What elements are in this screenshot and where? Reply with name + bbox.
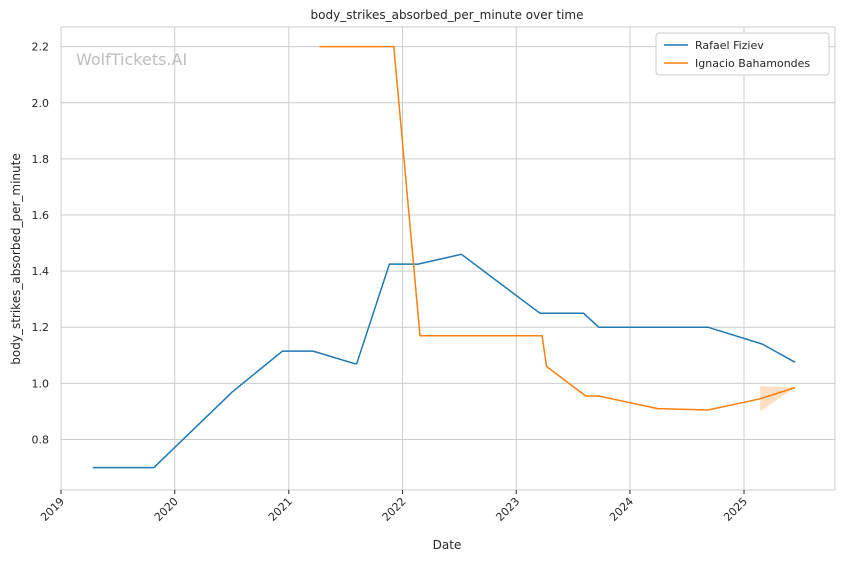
y-tick-label-1.8: 1.8 bbox=[32, 153, 50, 166]
plot-frame bbox=[60, 26, 836, 491]
watermark: WolfTickets.AI bbox=[76, 50, 187, 69]
x-axis-label: Date bbox=[433, 538, 462, 552]
legend-label-rafael-fiziev: Rafael Fiziev bbox=[695, 39, 764, 52]
y-tick-label-1.2: 1.2 bbox=[32, 321, 50, 334]
band-ignacio-bahamondes bbox=[760, 386, 796, 412]
series-line-ignacio-bahamondes bbox=[319, 45, 796, 411]
legend-label-ignacio-bahamondes: Ignacio Bahamondes bbox=[695, 57, 810, 70]
series-lines bbox=[92, 45, 796, 469]
y-tick-label-1.4: 1.4 bbox=[32, 265, 50, 278]
legend-box bbox=[655, 32, 830, 76]
y-axis-label: body_strikes_absorbed_per_minute bbox=[9, 153, 23, 364]
series-line-rafael-fiziev bbox=[92, 253, 796, 469]
y-tick-label-1.6: 1.6 bbox=[32, 209, 50, 222]
legend: Rafael Fiziev Ignacio Bahamondes bbox=[655, 32, 830, 76]
confidence-bands bbox=[760, 386, 796, 412]
chart-title: body_strikes_absorbed_per_minute over ti… bbox=[311, 8, 584, 22]
y-tick-label-2.2: 2.2 bbox=[32, 41, 50, 54]
y-tick-label-0.8: 0.8 bbox=[32, 433, 50, 446]
y-tick-label-2.0: 2.0 bbox=[32, 97, 50, 110]
y-tick-label-1.0: 1.0 bbox=[32, 377, 50, 390]
y-tick-labels: 0.8 1.0 1.2 1.4 1.6 1.8 2.0 2.2 bbox=[32, 41, 50, 447]
